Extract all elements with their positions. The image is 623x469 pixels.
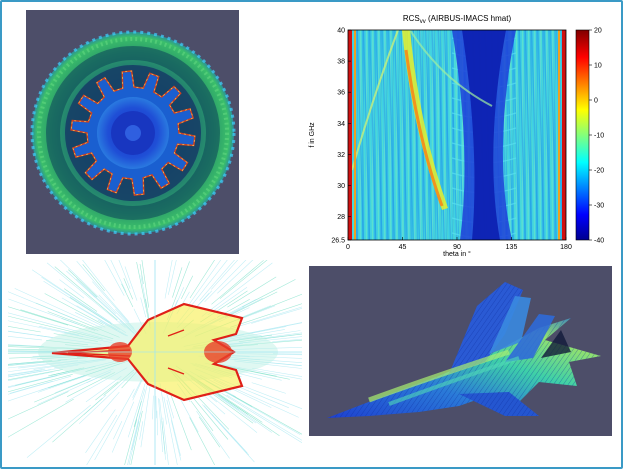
colorbar-tick-label: -20 <box>594 168 604 175</box>
cavity-current-image <box>30 30 236 236</box>
y-axis-ticks: 26.5 28 30 32 34 36 38 40 <box>331 28 351 245</box>
aircraft-3d-plot <box>309 266 612 436</box>
colorbar-tick-label: 10 <box>594 63 602 70</box>
tail-fin-right <box>505 314 555 362</box>
colorbar-tick-label: -30 <box>594 203 604 210</box>
rcs-map-plot: RCSvv (AIRBUS-IMACS hmat) 0 45 90 135 180 26… <box>302 10 620 260</box>
colorbar-ticks: 20 10 0 -10 -20 -30 -40 <box>589 28 604 245</box>
cockpit <box>541 330 571 358</box>
x-tick-label: 90 <box>453 244 461 251</box>
x-axis-label: theta in ° <box>443 250 471 258</box>
x-tick-label: 180 <box>560 244 572 251</box>
tail-fin-left <box>489 296 531 354</box>
aircraft-topview-image <box>2 215 382 467</box>
x-axis-ticks: 0 45 90 135 180 <box>346 237 572 251</box>
cavity-current-plot <box>26 10 239 254</box>
colorbar-tick-label: 20 <box>594 28 602 35</box>
y-tick-label: 38 <box>337 59 345 66</box>
x-tick-label: 0 <box>346 244 350 251</box>
plot-title: RCSvv (AIRBUS-IMACS hmat) <box>403 14 512 25</box>
y-tick-label: 40 <box>337 28 345 35</box>
y-tick-label: 32 <box>337 152 345 159</box>
colorbar-tick-label: -40 <box>594 238 604 245</box>
aircraft-topview-plot <box>2 215 382 467</box>
heatmap <box>348 30 566 240</box>
x-tick-label: 135 <box>506 244 518 251</box>
x-tick-label: 45 <box>399 244 407 251</box>
colorbar-tick-label: -10 <box>594 133 604 140</box>
colorbar <box>575 29 590 241</box>
aircraft-3d-image <box>327 282 601 418</box>
y-axis-label: f in GHz <box>309 122 316 148</box>
y-tick-label: 26.5 <box>331 238 345 245</box>
colorbar-tick-label: 0 <box>594 98 598 105</box>
rcs-map-chart: RCSvv (AIRBUS-IMACS hmat) 0 45 90 135 180 26… <box>309 14 604 258</box>
y-tick-label: 30 <box>337 183 345 190</box>
y-tick-label: 28 <box>337 214 345 221</box>
y-tick-label: 34 <box>337 121 345 128</box>
y-tick-label: 36 <box>337 90 345 97</box>
